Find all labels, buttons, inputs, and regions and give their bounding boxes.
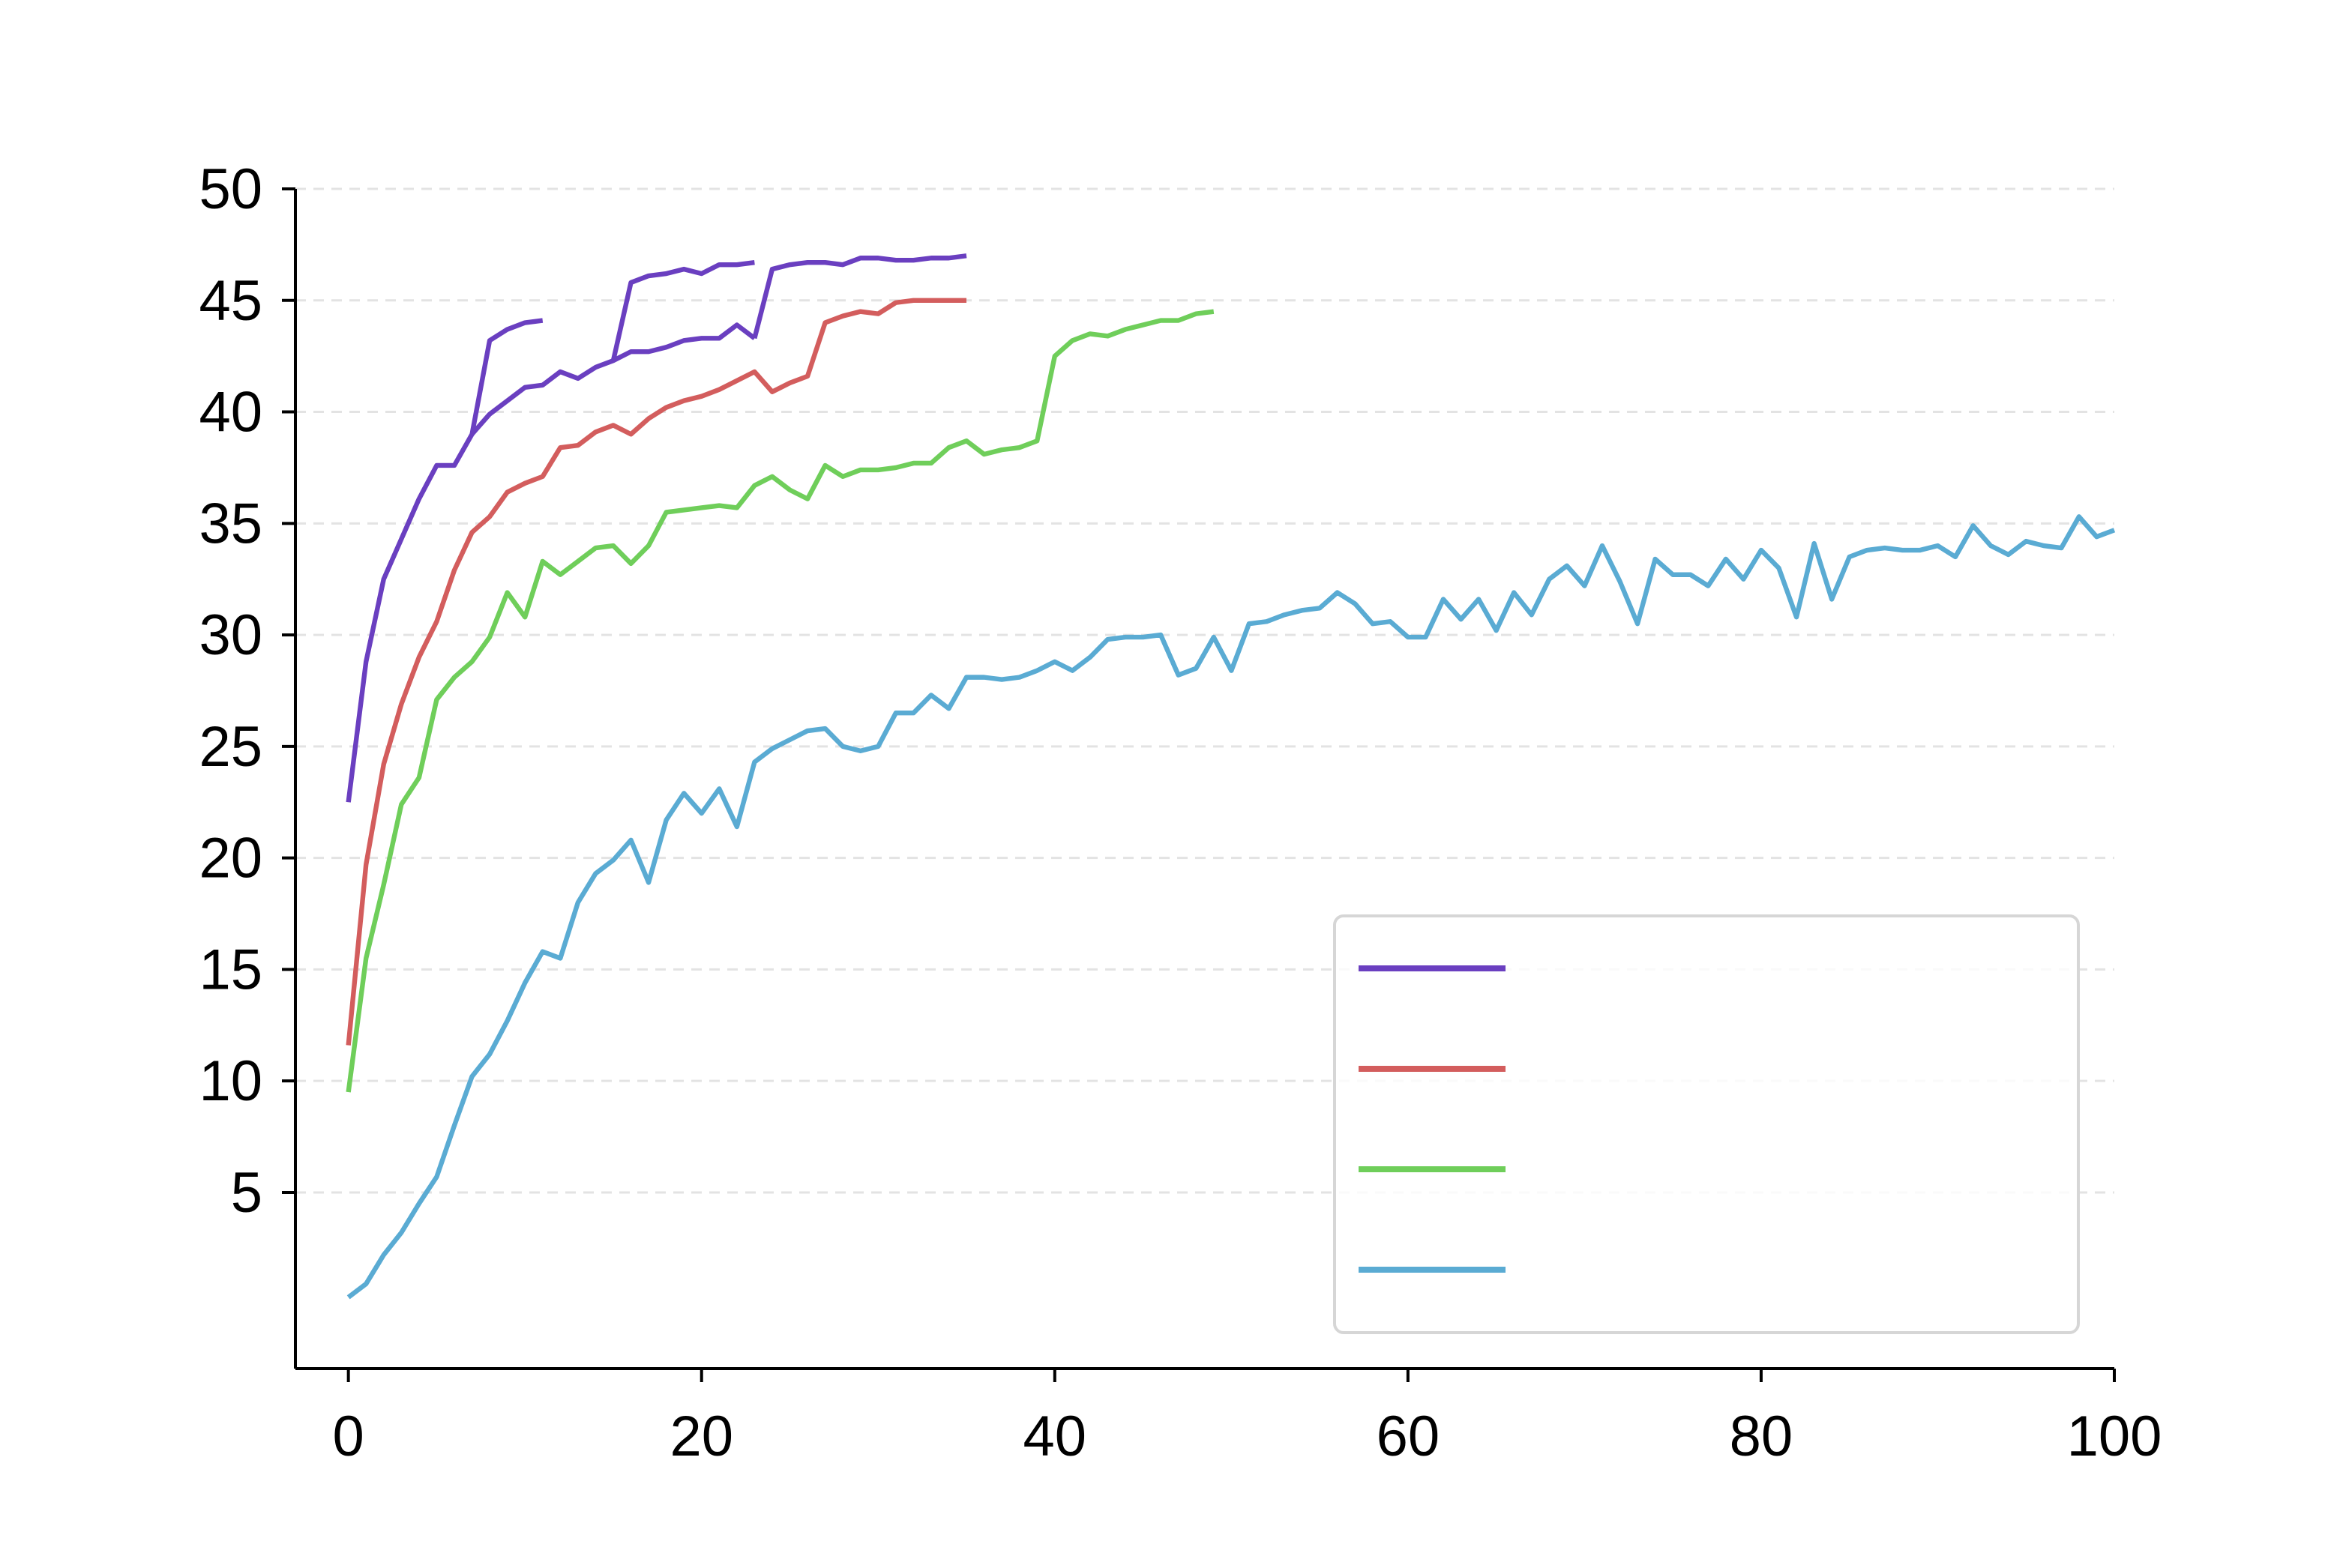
x-tick-label: 100 bbox=[2067, 1405, 2162, 1468]
x-tick-label: 20 bbox=[670, 1405, 733, 1468]
y-tick-label: 40 bbox=[199, 381, 262, 444]
legend bbox=[1333, 914, 2080, 1334]
x-tick-label: 60 bbox=[1377, 1405, 1440, 1468]
y-tick-label: 20 bbox=[199, 827, 262, 890]
series-line bbox=[346, 298, 967, 1046]
series-line bbox=[346, 318, 544, 803]
y-tick-label: 45 bbox=[199, 269, 262, 333]
series-line bbox=[752, 253, 967, 340]
legend-box bbox=[1333, 914, 2080, 1334]
y-tick-label: 50 bbox=[199, 157, 262, 221]
y-tick-label: 15 bbox=[199, 938, 262, 1001]
x-tick-label: 0 bbox=[333, 1405, 364, 1468]
series-line bbox=[346, 309, 1215, 1093]
x-tick-label: 80 bbox=[1730, 1405, 1793, 1468]
plot-lines bbox=[346, 253, 2116, 1300]
y-tick-label: 10 bbox=[199, 1049, 262, 1113]
y-tick-label: 5 bbox=[231, 1161, 262, 1225]
x-tick-label: 40 bbox=[1023, 1405, 1087, 1468]
y-tick-label: 35 bbox=[199, 492, 262, 555]
ticks: 5 10 15 20 25 30 35 40 45 50 0 20 40 60 80 100 bbox=[199, 157, 2162, 1468]
series-line bbox=[346, 514, 2116, 1300]
series-line bbox=[610, 260, 755, 361]
y-tick-label: 30 bbox=[199, 603, 262, 667]
y-tick-label: 25 bbox=[199, 715, 262, 779]
